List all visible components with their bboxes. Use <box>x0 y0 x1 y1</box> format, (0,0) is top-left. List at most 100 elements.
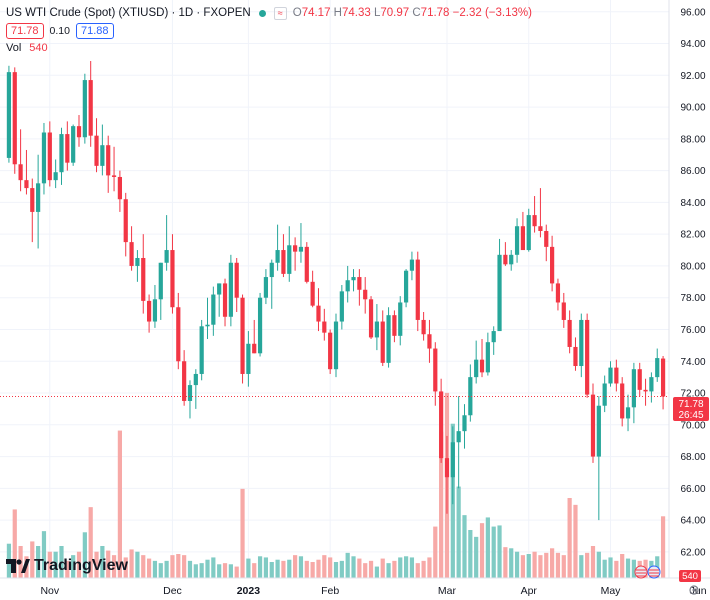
y-tick-label: 86.00 <box>680 166 705 177</box>
volume-bar <box>316 559 321 578</box>
candle-body <box>141 257 146 301</box>
volume-bar <box>263 557 269 578</box>
candle-body <box>660 358 666 397</box>
tradingview-logo-icon <box>6 559 30 573</box>
candle-body <box>479 359 485 373</box>
symbol-row: US WTI Crude (Spot) (XTIUSD) · 1D · FXOP… <box>6 4 532 22</box>
candle-body <box>398 302 403 336</box>
volume-bar <box>468 530 473 578</box>
candle-body <box>421 319 426 335</box>
candle-body <box>585 319 590 395</box>
symbol-title[interactable]: US WTI Crude (Spot) (XTIUSD) · 1D · FXOP… <box>6 7 251 19</box>
volume-bar <box>614 560 619 578</box>
volume-bar <box>403 556 409 578</box>
candle-body <box>538 226 543 231</box>
y-tick-label: 90.00 <box>680 103 705 114</box>
volume-bar <box>503 547 508 578</box>
candle-body <box>462 415 467 432</box>
volume-bar <box>275 559 280 578</box>
y-tick-label: 92.00 <box>680 71 705 82</box>
y-tick-label: 84.00 <box>680 198 705 209</box>
volume-bar <box>146 558 152 578</box>
volume-bar <box>164 560 169 578</box>
volume-bar <box>544 552 549 578</box>
volume-bar <box>129 549 134 578</box>
tradingview-logo[interactable]: TradingView <box>6 557 128 575</box>
volume-bar <box>111 555 117 578</box>
candle-body <box>234 262 239 298</box>
candle-body <box>620 383 625 419</box>
candle-body <box>205 324 210 327</box>
volume-bar <box>456 486 461 578</box>
candle-body <box>287 245 292 274</box>
last-price-tag-bg <box>673 397 709 421</box>
volume-tag: 540 <box>682 571 698 582</box>
candle-body <box>217 283 222 295</box>
candle-body <box>316 305 321 322</box>
candle-body <box>298 246 304 252</box>
flag-icons[interactable] <box>634 565 661 579</box>
volume-bar <box>293 555 298 578</box>
bid-button[interactable]: 71.78 <box>6 23 44 39</box>
volume-bar <box>30 541 35 578</box>
candle-body <box>625 407 631 419</box>
candle-body <box>456 431 461 443</box>
candle-body <box>246 343 251 374</box>
volume-bar <box>660 516 666 578</box>
volume-bar <box>357 558 362 578</box>
y-tick-label: 62.00 <box>680 547 705 558</box>
x-tick-label: Apr <box>521 585 538 597</box>
volume-bar <box>392 560 397 578</box>
volume-bar <box>602 559 607 578</box>
market-status-icon[interactable] <box>258 9 266 17</box>
candle-body <box>59 134 64 173</box>
candle-body <box>368 299 374 338</box>
ask-button[interactable]: 71.88 <box>75 23 114 39</box>
candlestick-series <box>6 61 666 521</box>
volume-bar <box>479 523 485 578</box>
volume-bar <box>368 560 374 578</box>
candle-body <box>561 302 566 320</box>
candle-body <box>106 145 111 176</box>
candle-body <box>503 254 508 265</box>
candle-body <box>485 342 490 373</box>
volume-bar <box>415 563 420 578</box>
volume-bars <box>6 392 666 578</box>
candle-body <box>491 331 496 343</box>
price-axis[interactable]: 96.00 94.00 92.00 90.00 88.00 86.00 84.00 82.00… <box>668 0 710 600</box>
candle-body <box>152 299 158 322</box>
y-tick-label: 94.00 <box>680 39 705 50</box>
volume-bar <box>12 509 17 578</box>
y-tick-label: 68.00 <box>680 452 705 463</box>
volume-bar <box>596 551 601 578</box>
candle-body <box>36 183 41 212</box>
axis-tags: 71.78 26:45 540 <box>634 397 709 595</box>
volume-bar <box>333 562 339 578</box>
volume-bar <box>491 526 496 578</box>
candle-body <box>6 72 12 158</box>
volume-bar <box>88 507 93 578</box>
candle-body <box>18 164 23 181</box>
volume-bar <box>135 551 140 578</box>
volume-bar <box>351 556 356 578</box>
wave-icon[interactable]: ≈ <box>273 6 287 20</box>
settings-gear-icon[interactable] <box>689 585 699 595</box>
volume-bar <box>252 563 257 578</box>
y-tick-label: 70.00 <box>680 420 705 431</box>
candle-body <box>123 199 128 243</box>
candle-body <box>252 343 257 354</box>
y-tick-label: 64.00 <box>680 516 705 527</box>
candle-body <box>222 283 228 317</box>
time-axis[interactable]: Nov Dec 2023 Feb Mar Apr May Jun <box>0 577 710 597</box>
candle-body <box>380 321 385 363</box>
volume-bar <box>298 556 304 578</box>
volume-bar <box>47 551 52 578</box>
volume-bar <box>550 548 555 578</box>
candle-body <box>386 315 391 363</box>
volume-bar <box>328 557 333 578</box>
low-label: L <box>373 7 381 19</box>
volume-bar <box>100 546 105 578</box>
candle-body <box>532 215 537 227</box>
volume-bar <box>310 562 315 578</box>
